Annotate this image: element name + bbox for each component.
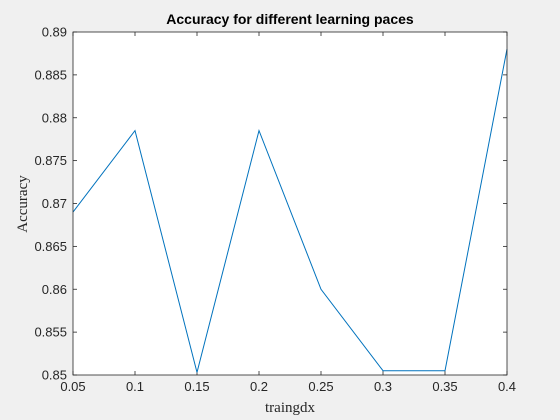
axes-box — [72, 31, 508, 376]
y-tick-label: 0.85 — [42, 368, 67, 383]
series-line — [72, 49, 508, 373]
y-tick-label: 0.865 — [34, 239, 67, 254]
y-tick-label: 0.875 — [34, 153, 67, 168]
x-tick-label: 0.15 — [184, 379, 209, 394]
y-tick-label: 0.88 — [42, 110, 67, 125]
x-axis-label: traingdx — [265, 400, 315, 416]
y-tick-label: 0.87 — [42, 196, 67, 211]
y-tick-label: 0.89 — [42, 25, 67, 40]
x-tick-label: 0.05 — [60, 379, 85, 394]
plot-area — [73, 32, 507, 375]
y-axis-label: Accuracy — [15, 175, 31, 233]
y-tick-label: 0.885 — [34, 67, 67, 82]
x-tick-label: 0.25 — [308, 379, 333, 394]
x-tick-label: 0.35 — [432, 379, 457, 394]
chart-title: Accuracy for different learning paces — [166, 11, 414, 27]
x-tick-label: 0.3 — [374, 379, 392, 394]
x-tick-label: 0.2 — [250, 379, 268, 394]
tick-labels: 0.05 0.1 0.15 0.2 0.25 0.3 0.35 0.4 0.85 0.855 0.8… — [34, 25, 516, 395]
y-tick-label: 0.86 — [42, 282, 67, 297]
y-tick-label: 0.855 — [34, 325, 67, 340]
x-tick-label: 0.1 — [126, 379, 144, 394]
x-tick-label: 0.4 — [498, 379, 516, 394]
